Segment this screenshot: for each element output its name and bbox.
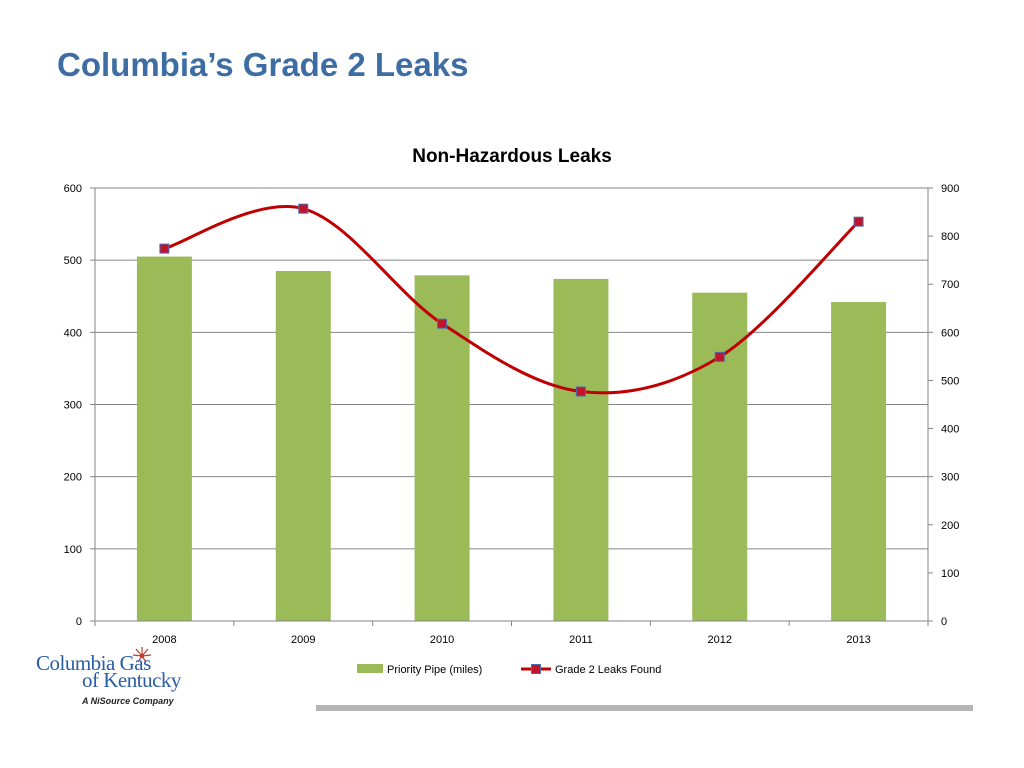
left-tick-label: 100 [64,544,82,556]
bar [692,292,748,621]
right-tick-label: 400 [941,424,959,436]
company-logo: Columbia Gas of Kentucky A NiSource Comp… [34,647,194,710]
legend-label: Priority Pipe (miles) [387,664,482,676]
x-tick-label: 2011 [569,634,593,646]
x-tick-label: 2008 [152,634,176,646]
x-tick-label: 2010 [430,634,454,646]
line-marker [437,318,448,329]
line-marker [159,243,170,254]
logo-tagline: A NiSource Company [82,696,174,706]
right-tick-label: 100 [941,568,959,580]
logo-text-line2: of Kentucky [82,668,181,692]
footer-divider [316,705,973,711]
x-tick-label: 2012 [708,634,732,646]
right-tick-label: 600 [941,327,959,339]
x-tick-label: 2013 [846,634,870,646]
logo-text-line1: Columbia Gas [36,651,151,675]
left-tick-label: 400 [64,327,82,339]
left-tick-label: 300 [64,400,82,412]
line-marker [298,203,309,214]
legend-swatch-marker [531,664,541,674]
left-tick-label: 0 [76,616,82,628]
gridlines [95,187,928,550]
line-marker [575,386,586,397]
left-tick-label: 600 [64,183,82,195]
right-tick-label: 200 [941,520,959,532]
x-tick-label: 2009 [291,634,315,646]
legend-label: Grade 2 Leaks Found [555,664,661,676]
flower-icon [132,647,152,663]
bar [553,278,609,621]
bar [831,302,887,621]
legend-swatch-bar [357,664,383,673]
left-tick-label: 500 [64,255,82,267]
right-tick-label: 300 [941,472,959,484]
line-series [159,203,864,397]
line-path [163,205,860,395]
bar [414,275,470,621]
chart-title: Non-Hazardous Leaks [412,146,612,167]
right-tick-label: 800 [941,231,959,243]
right-tick-label: 900 [941,183,959,195]
bar [275,270,331,621]
right-tick-label: 700 [941,279,959,291]
line-marker [853,216,864,227]
legend: Priority Pipe (miles) Grade 2 Leaks Found [357,664,661,676]
line-marker [714,351,725,362]
right-tick-label: 500 [941,375,959,387]
slide-title: Columbia’s Grade 2 Leaks [57,46,469,83]
axes: 0 100 200 300 400 500 600 0 100 200 300 400 500 600 70… [64,183,960,646]
bar [136,256,192,621]
left-tick-label: 200 [64,472,82,484]
bar-series [136,256,887,621]
right-tick-label: 0 [941,616,947,628]
